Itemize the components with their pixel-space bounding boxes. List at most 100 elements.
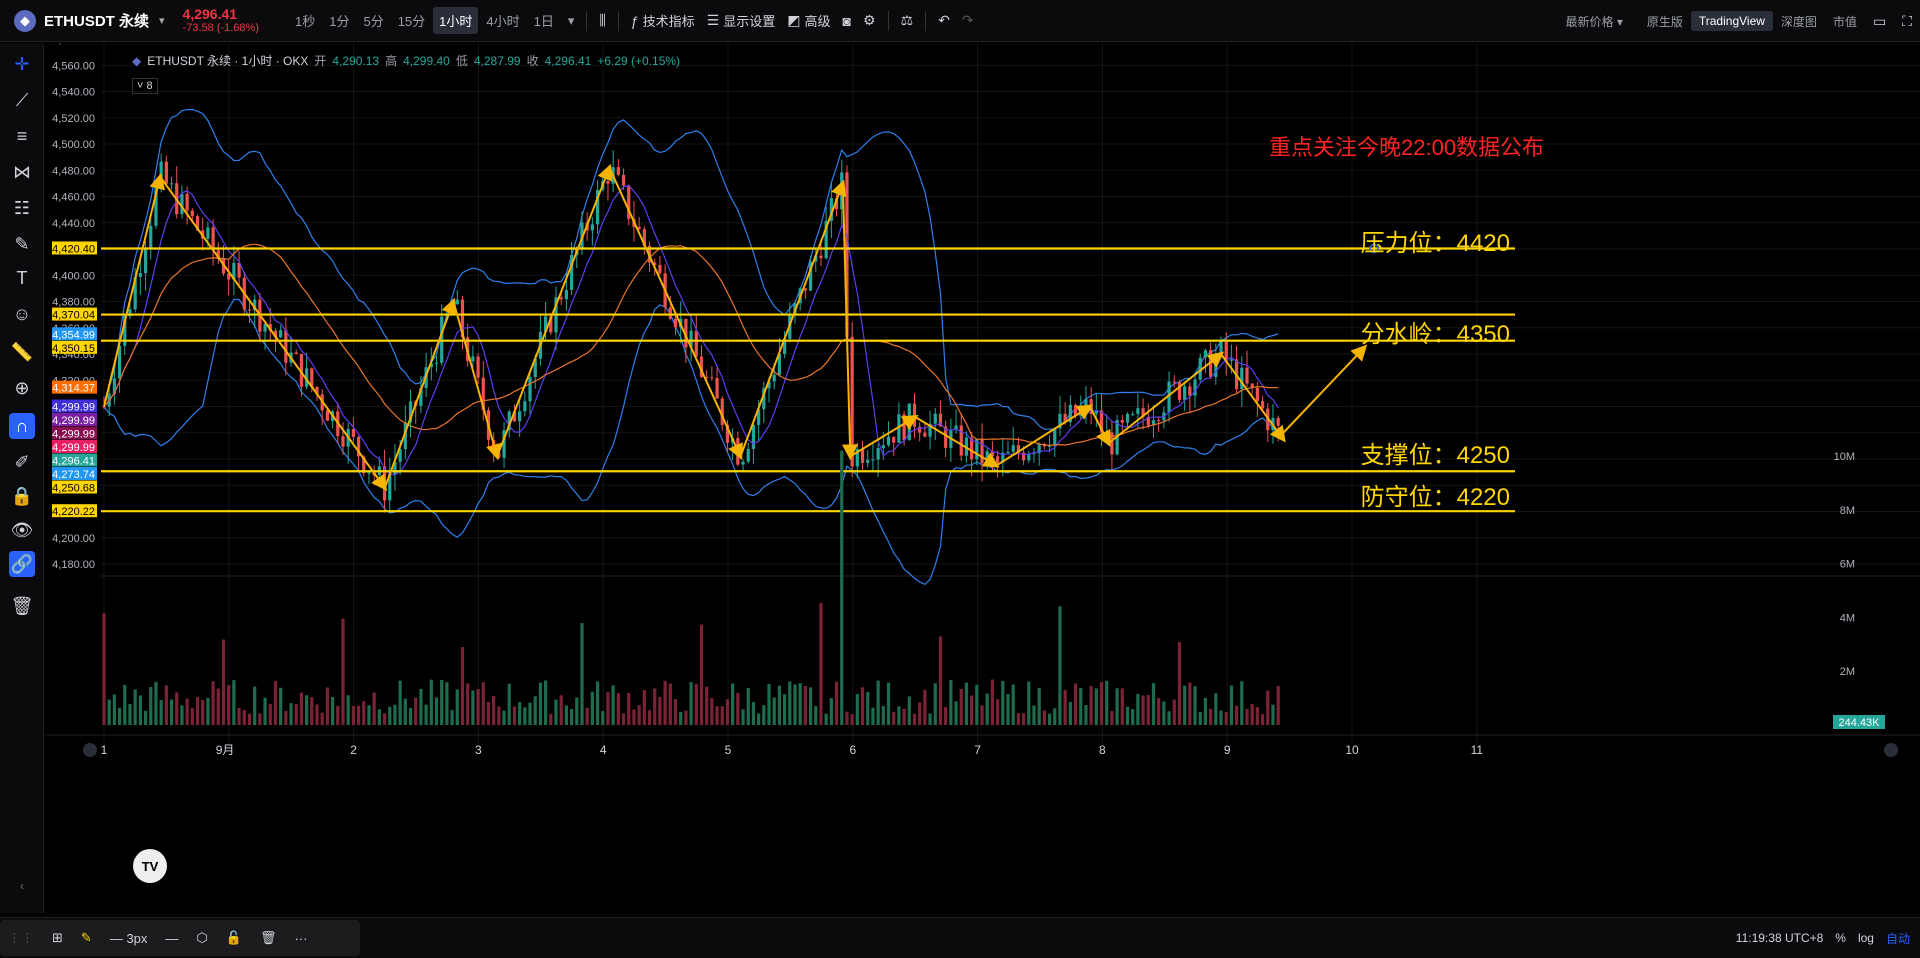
view-tab-depth[interactable]: 深度图: [1780, 14, 1817, 29]
view-tab-marketcap[interactable]: 市值: [1832, 14, 1857, 29]
line-style-icon[interactable]: —: [165, 930, 179, 946]
legend-close: 4,296.41: [544, 53, 592, 68]
candle: [195, 216, 200, 231]
crosshair-icon[interactable]: ✛: [14, 53, 30, 74]
volume-bar: [1177, 642, 1182, 725]
undo-button[interactable]: ↶: [932, 8, 956, 33]
price-badge: [52, 340, 97, 354]
drag-handle-icon[interactable]: ⋮⋮: [8, 930, 34, 945]
timeframe-more-chevron-icon[interactable]: ▾: [567, 12, 575, 28]
screenshot-button[interactable]: ◙: [836, 9, 856, 33]
candle: [871, 459, 875, 461]
chart-type-button[interactable]: ⫼: [593, 8, 611, 33]
timeframe-15m[interactable]: 15分: [397, 14, 426, 29]
volume-bar: [403, 698, 407, 725]
advanced-icon: ◩: [787, 12, 801, 28]
timeframe-1s[interactable]: 1秒: [294, 14, 316, 29]
candle: [1027, 453, 1031, 461]
stroke-width-button[interactable]: — 3px: [109, 930, 148, 946]
log-toggle[interactable]: log: [1857, 931, 1874, 945]
volume-bars: [102, 450, 1280, 725]
candle: [227, 273, 231, 280]
indicator-collapse-badge[interactable]: ˅ 8: [132, 78, 158, 94]
legend-close-label: 收: [526, 54, 539, 68]
price-type-dropdown[interactable]: 最新价格 ▾: [1565, 14, 1623, 29]
template-icon[interactable]: ⊞: [52, 930, 63, 945]
more-icon[interactable]: ···: [294, 930, 308, 946]
candle: [1006, 451, 1010, 453]
emoji-icon[interactable]: ☺: [12, 303, 32, 324]
lock-icon[interactable]: 🔒: [10, 485, 34, 506]
volume-bar: [923, 689, 927, 725]
volume-bar: [637, 705, 641, 725]
link-icon[interactable]: 🔗: [9, 551, 35, 577]
volume-bar: [595, 681, 600, 725]
advanced-button[interactable]: ◩ 高级: [781, 7, 836, 34]
scale-icon: ⚖: [900, 12, 914, 28]
text-icon[interactable]: T: [16, 267, 28, 288]
delete-icon[interactable]: 🗑: [259, 930, 277, 945]
percent-toggle[interactable]: %: [1835, 931, 1846, 945]
timeframe-1d[interactable]: 1日: [533, 14, 554, 29]
collapse-chevron-icon[interactable]: ‹: [20, 879, 24, 893]
view-tab-native[interactable]: 原生版: [1646, 14, 1683, 29]
redo-button[interactable]: ↷: [956, 8, 980, 33]
trash-icon[interactable]: 🗑: [10, 595, 34, 616]
legend-title: ETHUSDT 永续 · 1小时 · OKX: [147, 54, 309, 68]
timeframe-4h[interactable]: 4小时: [486, 14, 520, 29]
horizontal-lines-icon[interactable]: ≡: [16, 125, 28, 146]
volume-bar: [518, 701, 522, 725]
candle: [341, 436, 345, 447]
candle: [523, 401, 527, 412]
settings-button[interactable]: ⚙: [857, 8, 882, 33]
volume-bar: [123, 684, 127, 725]
candle: [876, 448, 880, 460]
magnet-icon[interactable]: ∩: [9, 413, 35, 439]
settings-hex-icon[interactable]: ⬡: [196, 930, 208, 945]
auto-scale-toggle[interactable]: 自动: [1885, 931, 1910, 946]
level-label-support: 支撑位：4250: [1361, 442, 1510, 469]
trend-arrow: [383, 297, 457, 489]
compare-button[interactable]: ⚖: [895, 8, 920, 33]
volume-bar: [1089, 685, 1093, 725]
display-settings-button[interactable]: ☰ 显示设置: [701, 7, 782, 34]
eye-icon[interactable]: 👁: [10, 519, 34, 540]
timeframe-1h[interactable]: 1小时: [433, 7, 479, 34]
indicators-button[interactable]: ƒ 技术指标: [625, 7, 701, 34]
timeframe-1m[interactable]: 1分: [329, 14, 350, 29]
fullscreen-icon[interactable]: ⛶: [1902, 12, 1912, 29]
trend-line-icon[interactable]: ⟋: [15, 89, 29, 110]
view-tab-tradingview[interactable]: TradingView: [1690, 11, 1773, 31]
volume-bar: [731, 683, 735, 725]
price-badge: [52, 413, 97, 427]
volume-bar: [497, 706, 501, 725]
candle: [164, 161, 168, 184]
fib-icon[interactable]: ☷: [13, 197, 31, 218]
symbol-name[interactable]: ETHUSDT 永续: [44, 13, 150, 30]
ruler-icon[interactable]: 📏: [10, 341, 34, 362]
zoom-in-icon[interactable]: ⊕: [14, 377, 30, 398]
pencil-lock-icon[interactable]: ✐: [14, 451, 30, 472]
pattern-icon[interactable]: ⋈: [13, 161, 31, 182]
price-badge-label: 4,370.04: [52, 310, 95, 322]
candle: [388, 474, 392, 501]
volume-bar: [336, 705, 340, 725]
price-badge-label: 4,350.15: [52, 343, 95, 355]
window-icon[interactable]: ▭: [1872, 12, 1887, 29]
chart-area[interactable]: 4,580.00 4,560.00 4,540.00 4,520.00 4,500.00…: [45, 34, 1920, 913]
volume-bar: [372, 692, 376, 725]
price-chart[interactable]: 4,580.00 4,560.00 4,540.00 4,520.00 4,500.00…: [45, 34, 1920, 913]
unlock-icon[interactable]: 🔓: [225, 930, 242, 945]
candle: [518, 411, 522, 422]
candle: [273, 330, 278, 338]
price-badge-label: 4,220.22: [52, 506, 95, 518]
chevron-down-icon[interactable]: ▾: [159, 15, 165, 27]
brush-icon[interactable]: ✎: [14, 233, 30, 254]
price-tick: 4,520.00: [52, 113, 95, 125]
pen-color-icon[interactable]: ✎: [80, 930, 92, 945]
timeframe-5m[interactable]: 5分: [363, 14, 384, 29]
volume-bar: [1266, 690, 1270, 725]
datetime-clock[interactable]: 11:19:38 UTC+8: [1735, 931, 1824, 945]
volume-bar: [486, 702, 491, 725]
volume-bar: [159, 700, 163, 725]
